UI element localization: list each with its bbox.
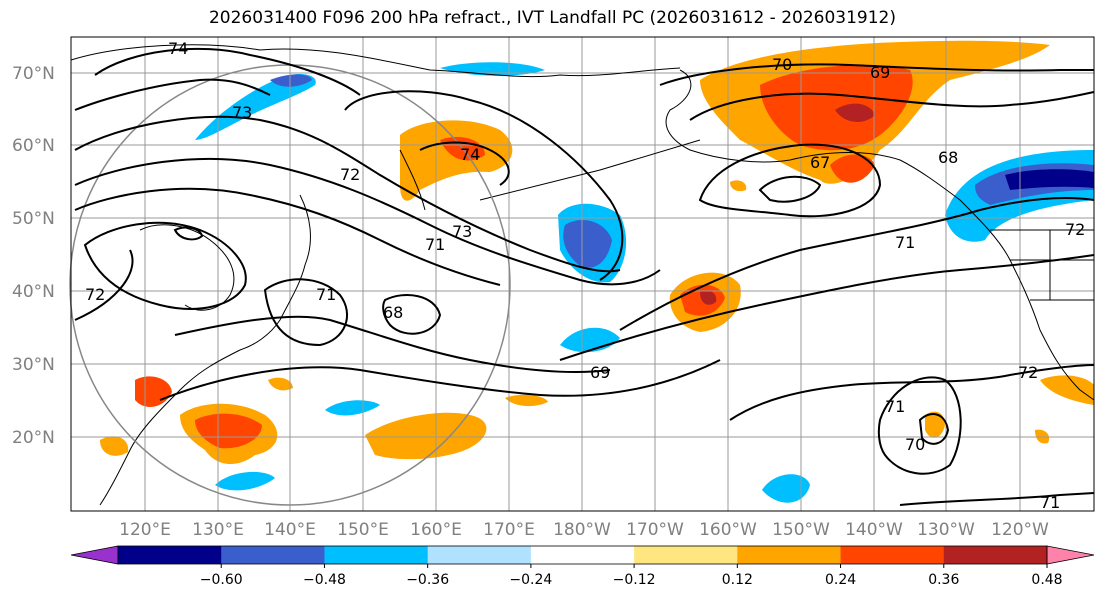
coastlines bbox=[70, 44, 1095, 506]
positive-patch bbox=[925, 411, 945, 438]
colorbar-segment bbox=[324, 546, 429, 564]
contour-label: 74 bbox=[168, 39, 188, 58]
contour-label: 68 bbox=[383, 303, 403, 322]
contour-label: 72 bbox=[85, 285, 105, 304]
longitude-labels: 120°E 130°E 140°E 150°E 160°E 170°E 180°… bbox=[119, 520, 1049, 540]
colorbar-segment bbox=[737, 546, 842, 564]
colorbar-tick-label: 0.48 bbox=[1031, 572, 1062, 588]
contour-label: 70 bbox=[905, 435, 925, 454]
colorbar-tick-label: 0.36 bbox=[928, 572, 959, 588]
positive-patch bbox=[195, 413, 262, 449]
colorbar-tick-label: −0.24 bbox=[509, 572, 552, 588]
negative-patch bbox=[325, 400, 380, 416]
contour-lines bbox=[74, 47, 1095, 506]
colorbar-segment bbox=[634, 546, 738, 564]
colorbar-segment bbox=[530, 546, 635, 564]
longitude-label: 150°E bbox=[337, 520, 389, 540]
positive-patch bbox=[268, 377, 293, 391]
longitude-label: 150°W bbox=[772, 520, 830, 540]
colorbar-segment bbox=[1046, 545, 1095, 565]
longitude-label: 160°E bbox=[410, 520, 462, 540]
negative-patch bbox=[195, 74, 316, 140]
longitude-label: 140°W bbox=[845, 520, 903, 540]
latitude-label: 70°N bbox=[12, 64, 55, 84]
positive-patch bbox=[835, 103, 875, 122]
contour-label: 70 bbox=[772, 55, 792, 74]
positive-patch bbox=[100, 436, 129, 456]
negative-patch bbox=[563, 220, 612, 268]
negative-patch bbox=[215, 471, 275, 491]
contour-label-group: 74 73 72 72 71 73 74 71 68 69 70 69 67 6… bbox=[85, 39, 1085, 512]
positive-patch bbox=[830, 154, 875, 183]
negative-patch bbox=[1005, 169, 1094, 190]
colorbar-segment bbox=[70, 545, 119, 565]
colorbar-segment bbox=[221, 546, 325, 564]
contour-label: 72 bbox=[1065, 220, 1085, 239]
longitude-label: 130°W bbox=[917, 520, 975, 540]
contour-label: 73 bbox=[232, 103, 252, 122]
negative-patch bbox=[270, 74, 312, 87]
grid-lines bbox=[71, 37, 1094, 511]
longitude-label: 130°E bbox=[192, 520, 244, 540]
longitude-label: 180°W bbox=[553, 520, 611, 540]
contour-label: 71 bbox=[316, 285, 336, 304]
contour-label: 72 bbox=[340, 165, 360, 184]
negative-patch bbox=[762, 474, 810, 503]
longitude-label: 160°W bbox=[699, 520, 757, 540]
colorbar-segment bbox=[943, 546, 1048, 564]
colorbar: −0.60 −0.48 −0.36 −0.24 −0.12 0.12 0.24 0.36 0.4… bbox=[70, 545, 1095, 588]
colorbar-segment bbox=[840, 546, 945, 564]
contour-label: 71 bbox=[425, 235, 445, 254]
colorbar-tick-label: 0.12 bbox=[722, 572, 753, 588]
positive-patch bbox=[365, 412, 487, 460]
colorbar-outline bbox=[117, 545, 1048, 565]
contour-label: 69 bbox=[870, 63, 890, 82]
latitude-label: 30°N bbox=[12, 355, 55, 375]
contour-label: 74 bbox=[460, 145, 480, 164]
longitude-label: 140°E bbox=[264, 520, 316, 540]
contour-label: 71 bbox=[1040, 493, 1060, 512]
positive-patch bbox=[505, 394, 548, 407]
colorbar-tick-label: −0.36 bbox=[406, 572, 449, 588]
contour-label: 73 bbox=[452, 222, 472, 241]
positive-patch bbox=[400, 120, 513, 201]
positive-patch bbox=[730, 180, 747, 192]
colorbar-segment bbox=[427, 546, 532, 564]
colorbar-segment bbox=[118, 546, 222, 564]
latitude-label: 60°N bbox=[12, 136, 55, 156]
plot-title: 2026031400 F096 200 hPa refract., IVT La… bbox=[208, 8, 896, 28]
colorbar-tick-label: −0.12 bbox=[613, 572, 656, 588]
latitude-label: 20°N bbox=[12, 428, 55, 448]
positive-patch bbox=[700, 290, 717, 305]
contour-label: 69 bbox=[590, 363, 610, 382]
contour-label: 68 bbox=[938, 148, 958, 167]
latitude-label: 40°N bbox=[12, 282, 55, 302]
longitude-label: 120°E bbox=[119, 520, 171, 540]
contour-label: 67 bbox=[810, 153, 830, 172]
longitude-label: 120°W bbox=[991, 520, 1049, 540]
colorbar-tick-label: −0.48 bbox=[303, 572, 346, 588]
positive-patch bbox=[1040, 375, 1094, 405]
colorbar-tick-label: −0.60 bbox=[200, 572, 243, 588]
latitude-labels: 70°N 60°N 50°N 40°N 30°N 20°N bbox=[12, 64, 55, 448]
map-border bbox=[70, 36, 1095, 512]
colorbar-tick-label: 0.24 bbox=[825, 572, 856, 588]
contour-label: 71 bbox=[895, 233, 915, 252]
longitude-label: 170°E bbox=[483, 520, 535, 540]
latitude-label: 50°N bbox=[12, 209, 55, 229]
contour-label: 71 bbox=[885, 397, 905, 416]
contour-label: 72 bbox=[1018, 363, 1038, 382]
longitude-label: 170°W bbox=[626, 520, 684, 540]
